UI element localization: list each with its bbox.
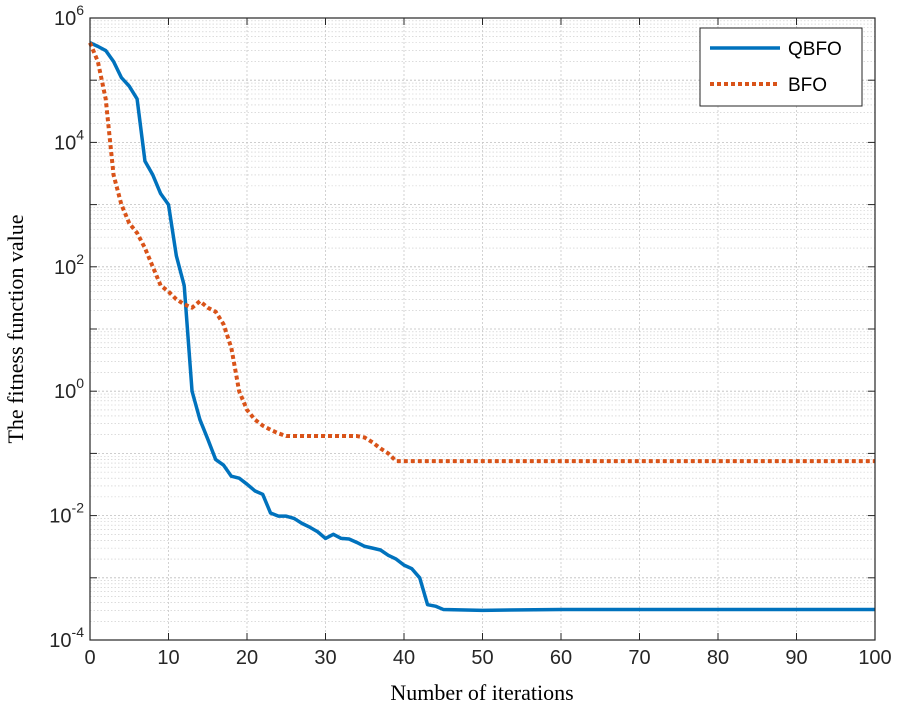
grid-lines [89,17,876,641]
x-tick-label: 50 [471,647,493,669]
x-axis-title: Number of iterations [390,680,573,705]
x-tick-label: 40 [393,647,415,669]
y-axis-title: The fitness function value [3,214,28,443]
x-tick-label: 70 [628,647,650,669]
y-tick-label: 104 [54,126,84,154]
x-tick-label: 0 [84,647,95,669]
x-tick-label: 90 [785,647,807,669]
legend-box [699,27,863,107]
legend: QBFO BFO [699,27,863,107]
legend-label-bfo: BFO [788,75,827,96]
x-tick-label: 100 [858,647,891,669]
x-tick-label: 60 [550,647,572,669]
x-tick-label: 10 [157,647,179,669]
y-tick-label: 100 [54,375,84,403]
y-tick-label: 106 [54,2,84,30]
y-tick-label: 10-4 [49,624,84,652]
series-lines [88,41,875,613]
x-tick-label: 30 [314,647,336,669]
x-tick-label: 80 [707,647,729,669]
x-tick-label: 20 [236,647,258,669]
axis-ticks: 0 10 20 30 40 50 60 70 80 90 100 10-4 10-2 100 102 104 1… [49,2,891,669]
legend-label-qbfo: QBFO [788,39,842,60]
series-line-bfo [88,41,875,464]
series-line-qbfo [89,41,875,613]
y-tick-label: 102 [54,251,84,279]
y-tick-label: 10-2 [49,500,84,528]
